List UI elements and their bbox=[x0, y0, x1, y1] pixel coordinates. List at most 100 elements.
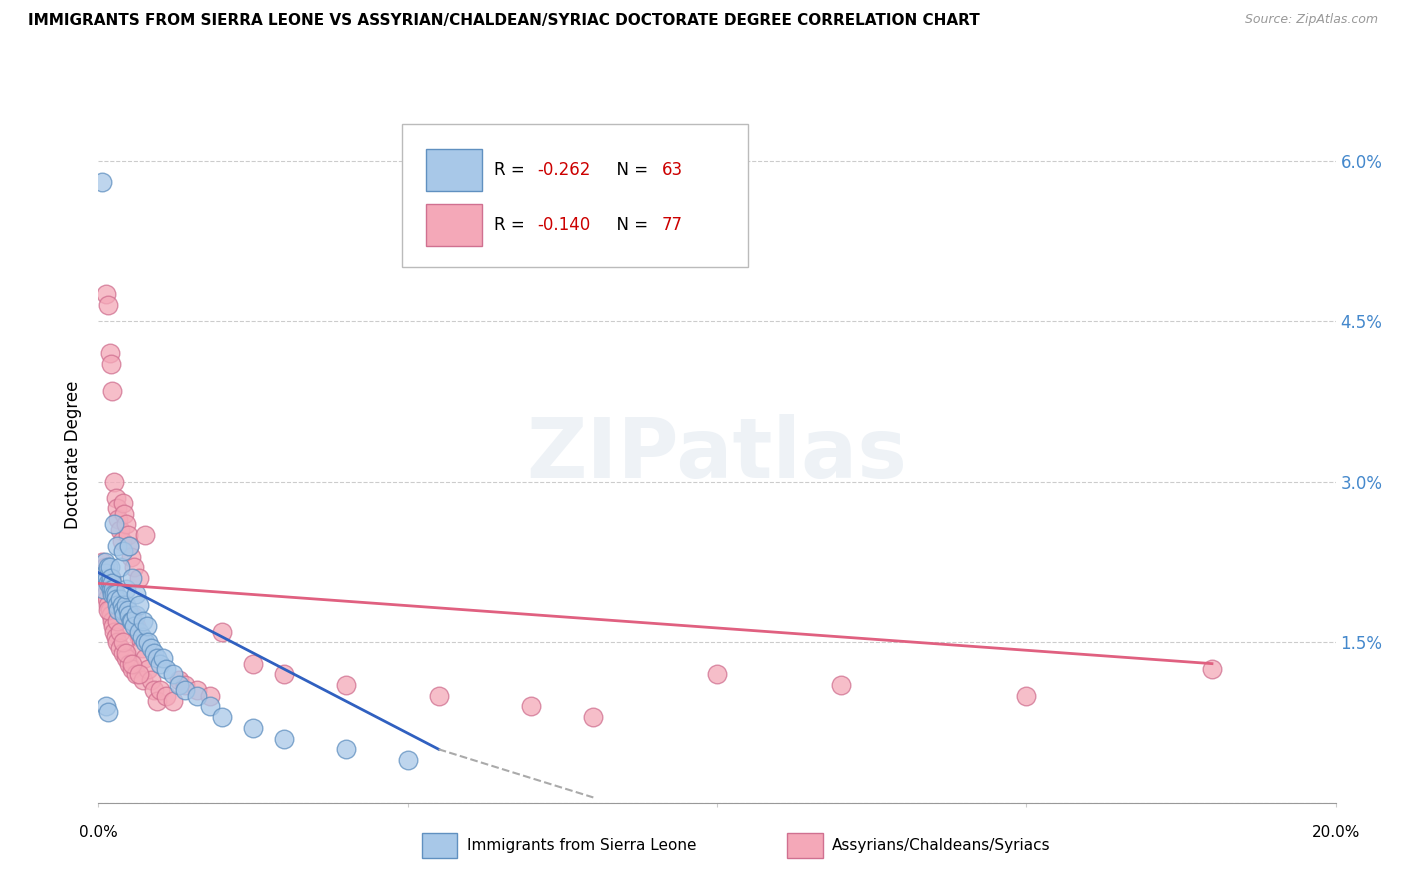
Point bbox=[112, 544, 135, 558]
Point bbox=[146, 694, 169, 708]
Text: IMMIGRANTS FROM SIERRA LEONE VS ASSYRIAN/CHALDEAN/SYRIAC DOCTORATE DEGREE CORREL: IMMIGRANTS FROM SIERRA LEONE VS ASSYRIAN… bbox=[28, 13, 980, 29]
Text: N =: N = bbox=[606, 217, 652, 235]
Text: 77: 77 bbox=[661, 217, 682, 235]
Point bbox=[121, 657, 143, 671]
Point bbox=[97, 298, 120, 312]
Point bbox=[211, 624, 233, 639]
Text: -0.262: -0.262 bbox=[537, 161, 591, 178]
Point bbox=[136, 635, 159, 649]
Point bbox=[186, 689, 208, 703]
Point bbox=[97, 560, 120, 574]
Point bbox=[520, 699, 543, 714]
Point bbox=[128, 667, 150, 681]
Point bbox=[162, 667, 184, 681]
Point bbox=[103, 475, 125, 489]
Y-axis label: Doctorate Degree: Doctorate Degree bbox=[65, 381, 83, 529]
Point bbox=[120, 614, 142, 628]
Point bbox=[105, 501, 128, 516]
Point bbox=[135, 619, 157, 633]
Point bbox=[167, 673, 190, 687]
Point bbox=[174, 678, 197, 692]
Point bbox=[112, 507, 135, 521]
Point bbox=[149, 683, 172, 698]
Point bbox=[104, 491, 127, 505]
Point bbox=[105, 635, 128, 649]
Point bbox=[112, 608, 135, 623]
Point bbox=[96, 592, 118, 607]
Point bbox=[211, 710, 233, 724]
Point bbox=[124, 587, 146, 601]
Point bbox=[124, 560, 146, 574]
Point bbox=[100, 608, 122, 623]
Point bbox=[1015, 689, 1038, 703]
Point bbox=[108, 560, 131, 574]
Point bbox=[162, 694, 184, 708]
Point bbox=[103, 624, 125, 639]
Text: N =: N = bbox=[606, 161, 652, 178]
Point bbox=[96, 571, 118, 585]
Point bbox=[167, 678, 190, 692]
Point bbox=[112, 496, 135, 510]
Point bbox=[93, 555, 115, 569]
Point bbox=[100, 357, 122, 371]
Point bbox=[112, 603, 135, 617]
Point bbox=[100, 571, 122, 585]
Point bbox=[101, 384, 124, 398]
Point bbox=[103, 582, 125, 596]
Point bbox=[98, 603, 121, 617]
Point bbox=[134, 651, 156, 665]
Point bbox=[152, 651, 174, 665]
Point bbox=[242, 657, 264, 671]
Point bbox=[108, 523, 131, 537]
Point bbox=[94, 587, 117, 601]
Point bbox=[103, 582, 125, 596]
Point bbox=[128, 630, 150, 644]
FancyBboxPatch shape bbox=[402, 124, 748, 267]
Point bbox=[103, 619, 125, 633]
Point bbox=[139, 673, 162, 687]
Point bbox=[103, 587, 125, 601]
Point bbox=[582, 710, 605, 724]
Point bbox=[97, 576, 120, 591]
Point bbox=[198, 689, 221, 703]
Point bbox=[396, 753, 419, 767]
Point bbox=[830, 678, 852, 692]
Point bbox=[115, 646, 138, 660]
Point bbox=[90, 555, 112, 569]
Point bbox=[93, 571, 115, 585]
Point bbox=[117, 603, 139, 617]
Point bbox=[121, 614, 143, 628]
Point bbox=[132, 673, 155, 687]
Point bbox=[335, 742, 357, 756]
Point bbox=[108, 640, 131, 655]
Point bbox=[101, 576, 124, 591]
Point bbox=[120, 549, 142, 564]
Point bbox=[98, 576, 121, 591]
Point bbox=[273, 667, 295, 681]
Point bbox=[104, 630, 127, 644]
Point bbox=[121, 662, 143, 676]
Point bbox=[124, 608, 146, 623]
Point bbox=[97, 598, 120, 612]
Point bbox=[143, 646, 166, 660]
Point bbox=[93, 582, 115, 596]
Point bbox=[706, 667, 728, 681]
Point bbox=[90, 175, 112, 189]
Bar bbox=[426, 204, 482, 246]
Point bbox=[94, 287, 117, 301]
Point bbox=[98, 346, 121, 360]
Point bbox=[117, 528, 139, 542]
Point bbox=[101, 587, 124, 601]
Point bbox=[174, 683, 197, 698]
Point bbox=[139, 640, 162, 655]
Text: 20.0%: 20.0% bbox=[1312, 825, 1360, 840]
Point bbox=[118, 539, 141, 553]
Point bbox=[118, 539, 141, 553]
Point bbox=[93, 582, 115, 596]
Point bbox=[112, 635, 135, 649]
Point bbox=[100, 571, 122, 585]
Point bbox=[118, 608, 141, 623]
Legend: R = -0.262   N = 63, R = -0.140   N = 77: R = -0.262 N = 63, R = -0.140 N = 77 bbox=[434, 116, 678, 189]
Text: -0.140: -0.140 bbox=[537, 217, 591, 235]
Point bbox=[105, 539, 128, 553]
